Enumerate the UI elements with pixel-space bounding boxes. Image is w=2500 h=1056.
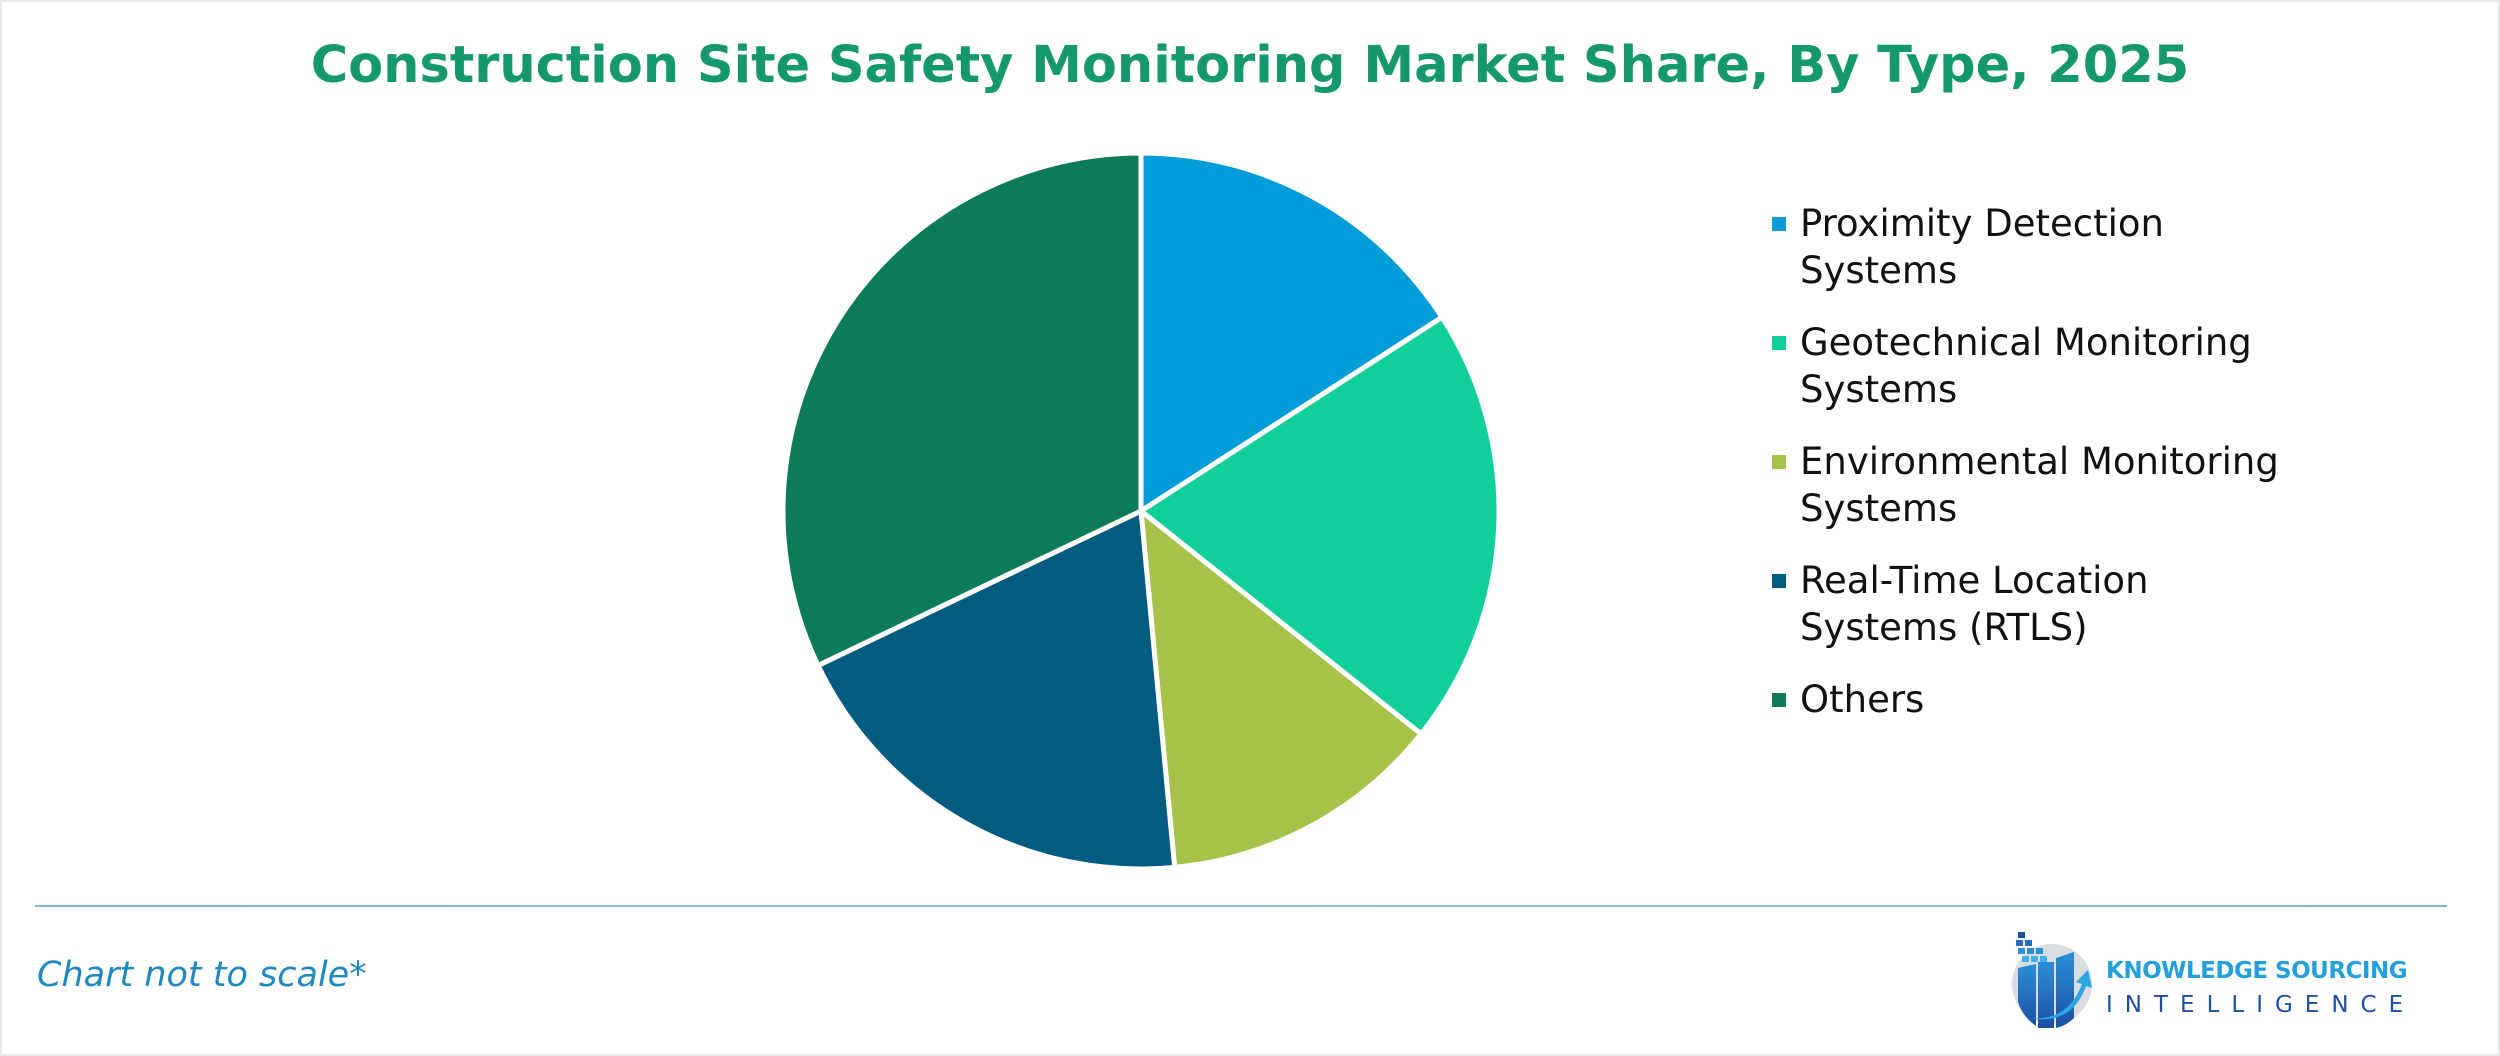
footnote: Chart not to scale* [37,955,367,995]
legend-label: Others [1800,678,1925,721]
legend-marker-icon [1772,455,1786,469]
slice-rtls [815,508,1178,872]
legend-item-proximity-detection: Proximity Detection Systems [1772,200,2360,294]
legend-item-others: Others [1772,676,2360,723]
slice-others [780,150,1144,668]
logo-text-line1: KNOWLEDGE SOURCING [2106,958,2408,984]
legend: Proximity Detection Systems Geotechnical… [1772,200,2360,748]
legend-label: Systems (RTLS) [1800,606,2088,649]
footer-divider [35,905,2447,907]
legend-item-environmental-monitoring: Environmental Monitoring Systems [1772,438,2360,532]
legend-label: Real-Time Location [1800,559,2149,602]
logo-text-line2: INTELLIGENCE [2106,992,2416,1018]
legend-marker-icon [1772,693,1786,707]
bar-chart-arrow-globe-icon [2012,932,2092,1028]
legend-label: Environmental Monitoring [1800,440,2279,483]
legend-label: Systems [1800,249,1958,292]
legend-item-rtls: Real-Time Location Systems (RTLS) [1772,557,2360,651]
legend-label: Systems [1800,368,1958,411]
legend-marker-icon [1772,574,1786,588]
company-logo: KNOWLEDGE SOURCING INTELLIGENCE [2008,918,2428,1028]
pie-chart [780,150,1502,872]
slice-geotechnical-monitoring [1138,314,1502,737]
chart-title: Construction Site Safety Monitoring Mark… [310,36,2190,95]
slice-environmental-monitoring [1138,508,1424,870]
legend-label: Geotechnical Monitoring [1800,321,2252,364]
slice-proximity-detection [1138,150,1445,514]
legend-item-geotechnical-monitoring: Geotechnical Monitoring Systems [1772,319,2360,413]
legend-label: Proximity Detection [1800,202,2164,245]
legend-marker-icon [1772,336,1786,350]
legend-label: Systems [1800,487,1958,530]
legend-marker-icon [1772,217,1786,231]
